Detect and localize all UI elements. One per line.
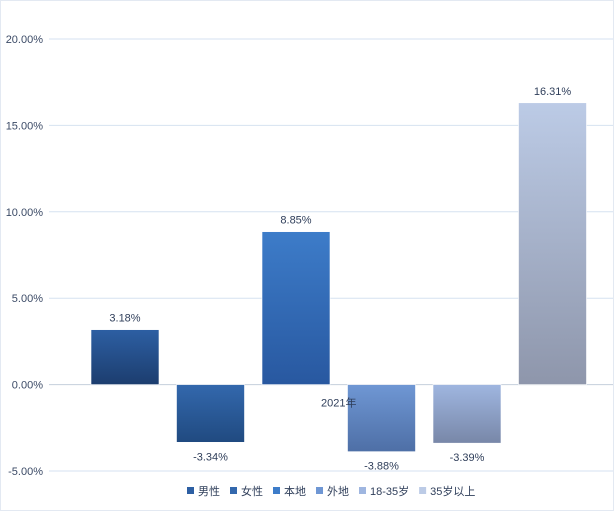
y-axis: 20.00% 15.00% 10.00% 5.00% 0.00% -5.00% <box>6 34 44 478</box>
data-label: 3.18% <box>109 313 140 325</box>
category-axis: 2021年 <box>321 396 356 410</box>
legend-swatch <box>419 487 427 494</box>
legend-item: 35岁以上 <box>430 484 475 498</box>
bar-2 <box>176 384 245 443</box>
y-tick-label: 5.00% <box>12 293 43 305</box>
data-label: 16.31% <box>534 86 572 98</box>
y-tick-label: -5.00% <box>8 466 43 478</box>
data-label: -3.39% <box>450 452 485 464</box>
legend-swatch <box>273 487 280 494</box>
category-label: 2021年 <box>321 396 356 410</box>
bars <box>90 102 587 452</box>
y-tick-label: 10.00% <box>6 207 44 219</box>
bar-5 <box>432 384 502 444</box>
y-tick-label: 20.00% <box>6 34 44 46</box>
data-label: -3.34% <box>193 451 228 463</box>
legend-swatch <box>187 487 194 494</box>
legend-item: 男性 <box>198 484 220 498</box>
data-label: 8.85% <box>280 215 311 227</box>
legend-item: 女性 <box>241 484 263 498</box>
data-label: -3.88% <box>364 461 399 473</box>
bar-4 <box>347 384 416 452</box>
legend-item: 18-35岁 <box>370 484 409 498</box>
data-labels: 3.18% -3.34% 8.85% -3.88% -3.39% 16.31% <box>109 86 571 473</box>
bar-6 <box>518 102 587 385</box>
bar-1 <box>90 329 160 385</box>
legend-swatch <box>230 487 237 494</box>
y-tick-label: 0.00% <box>12 380 43 392</box>
legend-item: 本地 <box>284 484 306 498</box>
y-tick-label: 15.00% <box>6 120 44 132</box>
bar-3 <box>261 231 331 385</box>
legend-item: 外地 <box>327 485 349 498</box>
legend-swatch <box>316 487 323 494</box>
legend: 男性 女性 本地 外地 18-35岁 35岁以上 <box>187 484 475 498</box>
legend-swatch <box>359 487 366 494</box>
